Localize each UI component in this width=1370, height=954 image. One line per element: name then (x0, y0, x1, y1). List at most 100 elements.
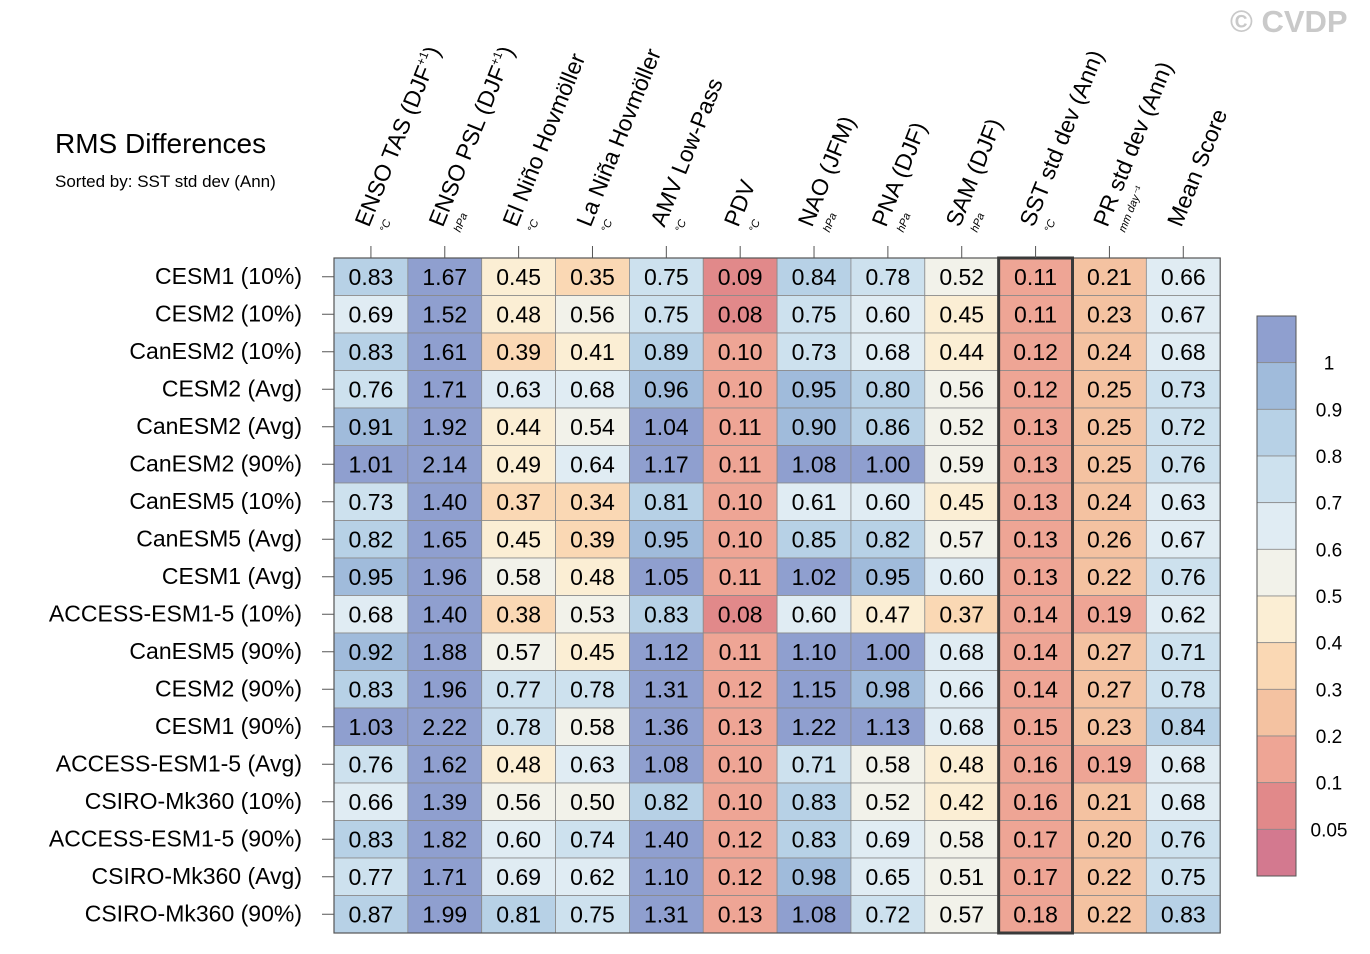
cell-value-label: 0.57 (496, 639, 541, 665)
column-header-name: Mean Score (1162, 105, 1233, 230)
cell-value-label: 0.17 (1013, 826, 1058, 852)
column-header-label: NAO (JFM) (793, 112, 861, 230)
heatmap-cell (998, 407, 1073, 446)
cell-value-label: 0.37 (939, 601, 984, 627)
heatmap-cell (776, 632, 852, 671)
heatmap-cell (702, 857, 778, 896)
cell-value-label: 0.67 (1161, 526, 1206, 552)
cell-value-label: 0.63 (570, 751, 615, 777)
cell-value-label: 0.22 (1087, 864, 1132, 890)
heatmap-cell (333, 332, 409, 371)
cell-value-label: 0.96 (644, 376, 689, 402)
heatmap-cell (555, 445, 630, 484)
heatmap-cell (555, 595, 630, 634)
heatmap-cell (776, 595, 852, 634)
cell-value-label: 0.08 (718, 601, 763, 627)
heatmap-cell (629, 520, 704, 559)
colorbar-tick-label: 0.9 (1316, 400, 1342, 421)
heatmap-cell (1072, 707, 1147, 746)
heatmap-cell (998, 595, 1073, 634)
row-label: ACCESS-ESM1-5 (90%) (49, 825, 302, 851)
cell-value-label: 0.76 (1161, 564, 1206, 590)
cell-value-label: 0.62 (570, 864, 615, 890)
heatmap-cell (776, 370, 852, 409)
cell-value-label: 0.66 (939, 676, 984, 702)
heatmap-cell (333, 557, 409, 596)
cell-value-label: 0.76 (1161, 826, 1206, 852)
heatmap-cell (333, 820, 409, 859)
cell-value-label: 0.52 (939, 414, 984, 440)
heatmap-cell (629, 782, 704, 821)
row-label: CanESM5 (10%) (129, 488, 302, 514)
cell-value-label: 0.14 (1013, 639, 1058, 665)
cell-value-label: 0.95 (792, 376, 837, 402)
cell-value-label: 0.98 (792, 864, 837, 890)
heatmap-cell (924, 445, 1000, 484)
heatmap-cell (333, 707, 409, 746)
heatmap-cell (702, 557, 778, 596)
heatmap-cell (629, 557, 704, 596)
column-header-name: ENSO TAS (DJF (349, 62, 437, 230)
column-unit-label: hPa (821, 211, 839, 234)
cell-value-label: 0.69 (496, 864, 541, 890)
cell-value-label: 0.11 (719, 564, 762, 590)
cell-value-label: 0.11 (719, 414, 762, 440)
column-header-label: PNA (DJF) (866, 118, 931, 230)
column-unit-label: °C (378, 218, 394, 234)
cell-value-label: 1.17 (644, 451, 689, 477)
heatmap-cell (555, 895, 630, 934)
heatmap-cell (702, 632, 778, 671)
colorbar-tick-label: 0.5 (1316, 587, 1342, 608)
colorbar-tick-label: 0.1 (1316, 774, 1342, 795)
cell-value-label: 0.95 (644, 526, 689, 552)
heatmap-cell (702, 295, 778, 334)
cell-value-label: 0.21 (1087, 789, 1132, 815)
cell-value-label: 0.12 (718, 676, 763, 702)
colorbar-bin (1256, 502, 1297, 550)
cell-value-label: 0.11 (1014, 264, 1057, 290)
cell-value-label: 0.81 (644, 489, 689, 515)
cell-value-label: 0.83 (349, 826, 394, 852)
cell-value-label: 0.53 (570, 601, 615, 627)
cell-value-label: 1.40 (422, 601, 467, 627)
heatmap-cell (1072, 745, 1147, 784)
row-labels: CESM1 (10%) CESM2 (10%) CanESM2 (10%) CESM2… (49, 263, 334, 926)
cell-value-label: 0.58 (496, 564, 541, 590)
cell-value-label: 0.09 (718, 264, 763, 290)
cell-value-label: 0.91 (349, 414, 394, 440)
cell-value-label: 0.50 (570, 789, 615, 815)
cell-value-label: 0.83 (644, 601, 689, 627)
heatmap-cell (1145, 745, 1221, 784)
colorbar-tick-label: 0.05 (1311, 820, 1348, 841)
cell-value-label: 0.12 (1013, 339, 1058, 365)
cell-value-label: 0.73 (1161, 376, 1206, 402)
cell-value-label: 0.89 (644, 339, 689, 365)
cell-value-label: 0.98 (865, 676, 910, 702)
cell-value-label: 1.15 (792, 676, 837, 702)
cell-value-label: 0.60 (496, 826, 541, 852)
cell-value-label: 0.57 (939, 526, 984, 552)
heatmap-cell (850, 595, 926, 634)
heatmap-cell (481, 670, 556, 709)
heatmap-cell (629, 295, 704, 334)
heatmap-cell (850, 745, 926, 784)
cell-value-label: 0.68 (570, 376, 615, 402)
column-header-name: NAO (JFM) (793, 112, 861, 230)
heatmap-cell (924, 295, 1000, 334)
cell-value-label: 1.00 (865, 639, 910, 665)
heatmap-cell (776, 745, 852, 784)
heatmap-cell (481, 632, 556, 671)
heatmap-cell (555, 782, 630, 821)
heatmap-cell (407, 745, 483, 784)
row-label: CESM2 (Avg) (162, 375, 302, 401)
row-label: CanESM2 (10%) (129, 338, 302, 364)
heatmap-cell (702, 820, 778, 859)
colorbar-tick-label: 0.6 (1316, 540, 1342, 561)
heatmap-cell (333, 745, 409, 784)
column-header-label: Mean Score (1162, 105, 1233, 230)
heatmap-cell (481, 895, 556, 934)
cell-value-label: 0.13 (1013, 526, 1058, 552)
heatmap-cell (629, 482, 704, 521)
heatmap-cell (333, 857, 409, 896)
cell-value-label: 1.96 (422, 564, 467, 590)
